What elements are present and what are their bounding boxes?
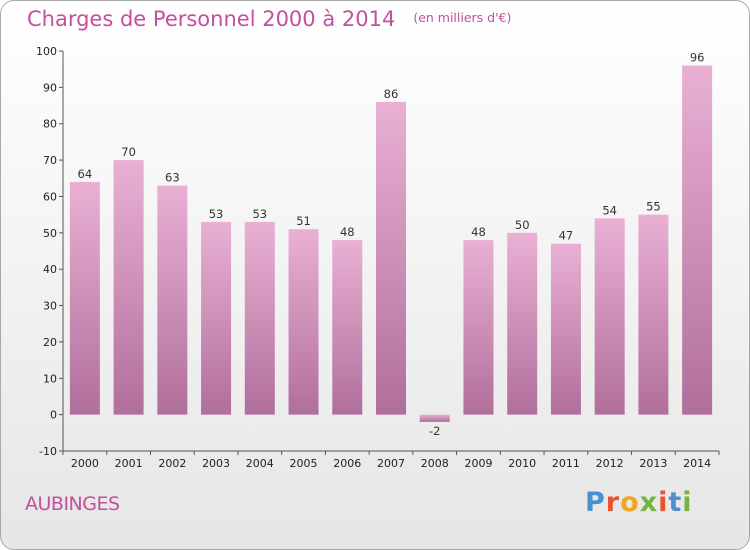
x-tick-label-2010: 2010 [508, 457, 536, 470]
x-tick-label-2008: 2008 [421, 457, 449, 470]
data-label-2005: 51 [296, 214, 311, 228]
data-label-2000: 64 [78, 167, 93, 181]
bar-2013 [638, 214, 669, 415]
x-tick-label-2011: 2011 [552, 457, 580, 470]
y-tick-label: 30 [43, 300, 57, 313]
bar-2008 [419, 414, 450, 422]
chart-title: Charges de Personnel 2000 à 2014 (en mill… [27, 7, 511, 31]
bar-2007 [376, 101, 406, 415]
logo-letter: i [682, 487, 693, 518]
bar-2000 [69, 181, 100, 415]
data-label-2008: -2 [429, 424, 440, 438]
data-label-2014: 96 [690, 51, 705, 65]
data-label-2002: 63 [165, 171, 180, 185]
logo-letter: r [605, 487, 621, 518]
y-tick-label: 50 [43, 227, 57, 240]
data-label-2010: 50 [515, 218, 530, 232]
bar-2002 [157, 185, 188, 415]
chart-title-text: Charges de Personnel 2000 à 2014 [27, 7, 396, 31]
bar-2004 [244, 221, 275, 415]
y-tick-label: 0 [50, 409, 57, 422]
data-label-2013: 55 [646, 200, 661, 214]
x-tick-label-2006: 2006 [333, 457, 361, 470]
bar-2003 [201, 221, 232, 415]
data-labels: 64 70 63 53 53 51 48 86 -2 48 50 47 54 55 96 [78, 51, 705, 438]
data-label-2004: 53 [252, 207, 267, 221]
bars [69, 65, 713, 422]
bar-2006 [332, 240, 363, 415]
y-tick-label: 80 [43, 118, 57, 131]
y-tick-label: 60 [43, 190, 57, 203]
y-tick-label: 100 [36, 45, 57, 58]
x-tick-label-2014: 2014 [683, 457, 711, 470]
logo-letter: x [639, 487, 659, 518]
y-tick-label: 40 [43, 263, 57, 276]
logo-letter: i [658, 487, 669, 518]
bar-2012 [594, 218, 625, 415]
x-tick-label-2000: 2000 [71, 457, 99, 470]
y-tick-label: -10 [39, 445, 57, 458]
commune-name: AUBINGES [25, 493, 120, 515]
x-tick-label-2009: 2009 [464, 457, 492, 470]
x-tick-label-2005: 2005 [290, 457, 318, 470]
logo-letter: t [668, 487, 683, 518]
x-tick-label-2004: 2004 [246, 457, 274, 470]
bar-2009 [463, 240, 494, 415]
bar-2014 [682, 65, 713, 415]
bar-2010 [507, 232, 538, 415]
y-tick-label: 10 [43, 372, 57, 385]
data-label-2012: 54 [602, 203, 617, 217]
data-label-2003: 53 [209, 207, 224, 221]
bar-2005 [288, 229, 319, 415]
bar-2011 [550, 243, 581, 415]
x-tick-label-2007: 2007 [377, 457, 405, 470]
data-label-2007: 86 [384, 87, 399, 101]
proxiti-logo[interactable]: Proxiti [585, 487, 693, 518]
y-tick-label: 70 [43, 154, 57, 167]
x-tick-label-2012: 2012 [596, 457, 624, 470]
x-tick-label-2002: 2002 [158, 457, 186, 470]
bar-2001 [113, 160, 144, 415]
chart-unit-note: (en milliers d'€) [413, 10, 512, 25]
data-label-2006: 48 [340, 225, 355, 239]
y-tick-label: 20 [43, 336, 57, 349]
data-label-2009: 48 [471, 225, 486, 239]
axes: -10 0 10 20 30 40 50 60 70 80 90 100 2000 2001 2002 200… [36, 45, 720, 470]
x-tick-label-2001: 2001 [115, 457, 143, 470]
data-label-2001: 70 [121, 145, 136, 159]
logo-letter: o [620, 487, 640, 518]
data-label-2011: 47 [559, 229, 574, 243]
x-tick-label-2003: 2003 [202, 457, 230, 470]
y-tick-label: 90 [43, 81, 57, 94]
logo-letter: P [585, 487, 606, 518]
x-tick-label-2013: 2013 [639, 457, 667, 470]
